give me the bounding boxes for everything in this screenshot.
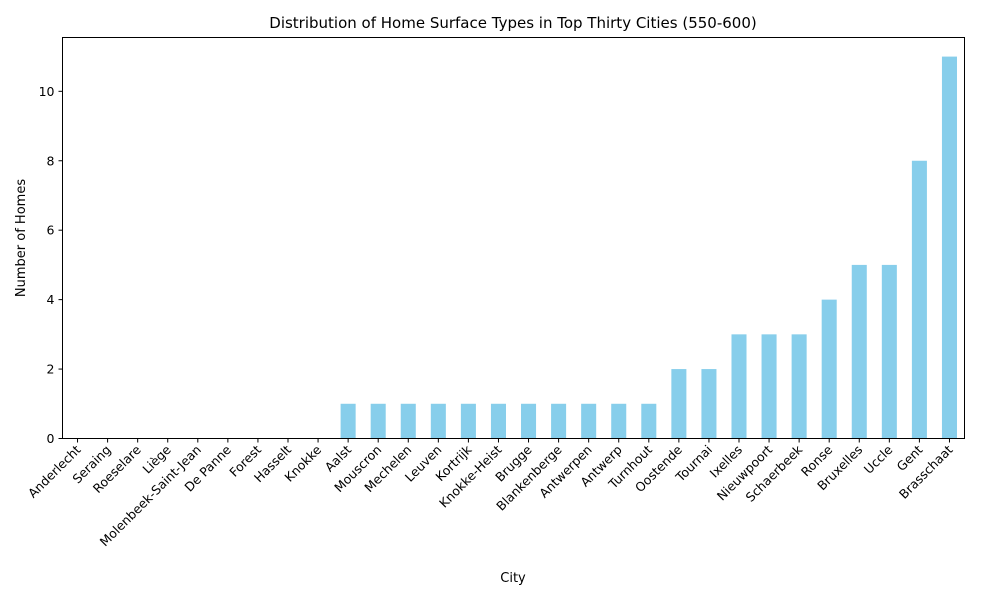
bar	[941, 56, 957, 439]
bar	[671, 369, 687, 439]
plot-frame	[62, 37, 965, 439]
bar	[581, 403, 597, 439]
y-tick-label: 6	[47, 223, 55, 238]
x-axis: AnderlechtSeraingRoeselareLiègeMolenbeek…	[25, 438, 956, 549]
bar	[370, 403, 386, 439]
bar	[611, 403, 627, 439]
bar	[430, 403, 446, 439]
bar	[400, 403, 416, 439]
bars-group	[340, 56, 957, 439]
bar	[851, 264, 867, 439]
chart-title: Distribution of Home Surface Types in To…	[269, 14, 756, 32]
x-tick-label: Uccle	[861, 442, 896, 477]
y-tick-label: 8	[47, 153, 55, 168]
bar	[821, 299, 837, 439]
y-tick-label: 4	[47, 292, 55, 307]
bar	[641, 403, 657, 439]
y-axis: 0 2 4 6 8 10	[39, 84, 63, 446]
bar	[460, 403, 476, 439]
bar	[881, 264, 897, 439]
bar	[731, 334, 747, 439]
bar	[911, 160, 927, 439]
y-axis-label: Number of Homes	[14, 179, 29, 297]
y-tick-label: 0	[47, 431, 55, 446]
bar	[761, 334, 777, 439]
bar	[701, 369, 717, 439]
bar	[521, 403, 537, 439]
bar	[340, 403, 356, 439]
bar	[490, 403, 506, 439]
bar	[551, 403, 567, 439]
x-axis-label: City	[500, 571, 526, 586]
y-tick-label: 10	[39, 84, 55, 99]
bar	[791, 334, 807, 439]
y-tick-label: 2	[47, 362, 55, 377]
